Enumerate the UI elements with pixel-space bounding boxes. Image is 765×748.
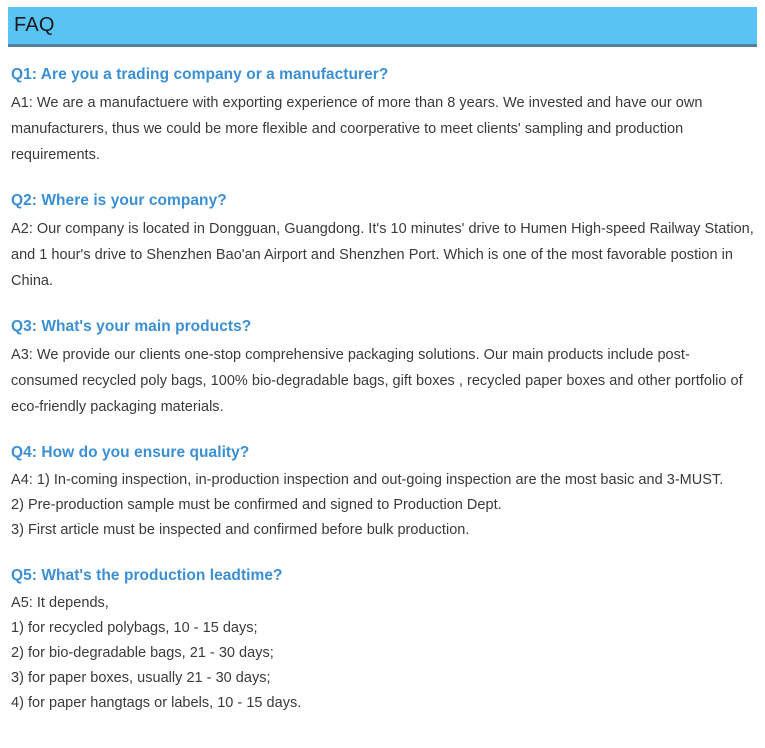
faq-answer-line: A4: 1) In-coming inspection, in-producti… <box>11 472 724 488</box>
faq-list: Q1: Are you a trading company or a manuf… <box>11 64 756 716</box>
page-title: FAQ <box>14 14 55 36</box>
faq-answer-line: 2) Pre-production sample must be confirm… <box>11 497 502 513</box>
faq-item-q3: Q3: What's your main products? A3: We pr… <box>11 316 756 420</box>
faq-answer-line: 4) for paper hangtags or labels, 10 - 15… <box>11 695 302 711</box>
faq-item-q2: Q2: Where is your company? A2: Our compa… <box>11 190 756 294</box>
faq-answer-q4: A4: 1) In-coming inspection, in-producti… <box>11 468 756 543</box>
faq-answer-line: 3) for paper boxes, usually 21 - 30 days… <box>11 670 271 686</box>
faq-question-q3: Q3: What's your main products? <box>11 318 252 335</box>
faq-answer-q2: A2: Our company is located in Dongguan, … <box>11 221 754 289</box>
faq-question-q5: Q5: What's the production leadtime? <box>11 567 283 584</box>
faq-answer-q1: A1: We are a manufactuere with exporting… <box>11 95 703 163</box>
faq-answer-q3: A3: We provide our clients one-stop comp… <box>11 347 743 415</box>
faq-item-q5: Q5: What's the production leadtime? A5: … <box>11 565 756 716</box>
faq-item-q1: Q1: Are you a trading company or a manuf… <box>11 64 756 168</box>
faq-answer-line: 1) for recycled polybags, 10 - 15 days; <box>11 620 258 636</box>
faq-question-q1: Q1: Are you a trading company or a manuf… <box>11 66 389 83</box>
faq-item-q4: Q4: How do you ensure quality? A4: 1) In… <box>11 442 756 543</box>
faq-answer-line: 3) First article must be inspected and c… <box>11 522 470 538</box>
faq-answer-line: A5: It depends, <box>11 595 109 611</box>
faq-answer-line: 2) for bio-degradable bags, 21 - 30 days… <box>11 645 274 661</box>
faq-question-q4: Q4: How do you ensure quality? <box>11 444 250 461</box>
faq-answer-q5: A5: It depends, 1) for recycled polybags… <box>11 591 756 716</box>
faq-header-bar: FAQ <box>8 7 757 47</box>
faq-question-q2: Q2: Where is your company? <box>11 192 227 209</box>
